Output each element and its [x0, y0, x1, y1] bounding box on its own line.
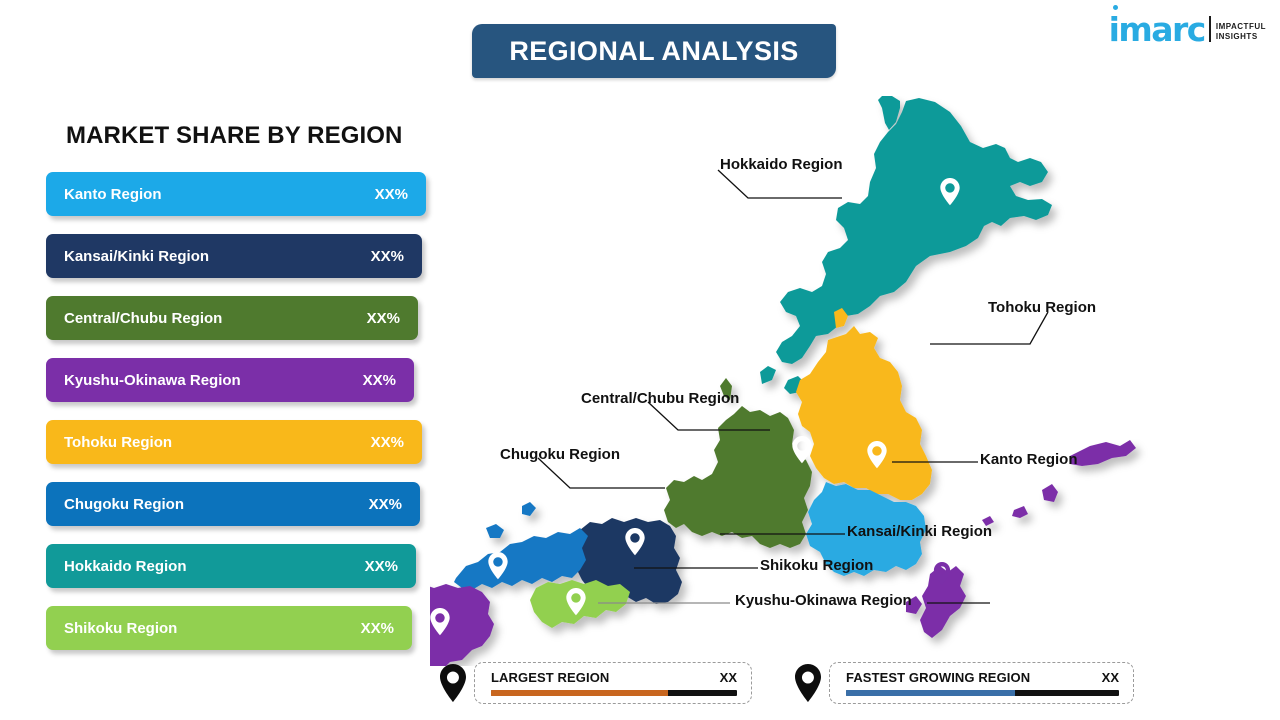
- map-label-central-chubu: Central/Chubu Region: [581, 390, 740, 407]
- progress-fill: [846, 689, 1016, 696]
- logo-wordmark: imarc: [1109, 5, 1206, 46]
- imarc-logo: imarc IMPACTFUL INSIGHTS: [1109, 5, 1266, 46]
- region-kyushu: [430, 584, 494, 666]
- page-title-banner: REGIONAL ANALYSIS: [472, 24, 836, 78]
- legend-row[interactable]: Kanto Region XX%: [46, 172, 426, 216]
- market-share-heading: MARKET SHARE BY REGION: [66, 122, 403, 149]
- region-okinawa: [906, 440, 1136, 638]
- legend-row[interactable]: Central/Chubu Region XX%: [46, 296, 418, 340]
- map-label-kanto: Kanto Region: [980, 451, 1078, 468]
- logo-tagline-line1: IMPACTFUL: [1215, 22, 1266, 32]
- map-label-chugoku: Chugoku Region: [500, 446, 620, 463]
- legend-row-value: XX%: [366, 309, 400, 327]
- leader-tohoku: [930, 311, 1049, 345]
- largest-region-box: LARGEST REGION XX: [474, 662, 752, 704]
- pin-okinawa: [933, 562, 951, 585]
- legend-row-value: XX%: [360, 619, 394, 637]
- legend-row[interactable]: Shikoku Region XX%: [46, 606, 412, 650]
- market-share-legend: Kanto Region XX% Kansai/Kinki Region XX% Cen…: [46, 172, 446, 668]
- japan-map-svg: [430, 96, 1136, 666]
- legend-row[interactable]: Kansai/Kinki Region XX%: [46, 234, 422, 278]
- leader-central-chubu: [647, 401, 770, 431]
- region-hokkaido: [760, 96, 1052, 394]
- legend-row[interactable]: Kyushu-Okinawa Region XX%: [46, 358, 414, 402]
- legend-row-value: XX%: [370, 433, 404, 451]
- map-label-shikoku: Shikoku Region: [760, 557, 874, 574]
- legend-row-label: Tohoku Region: [64, 433, 173, 451]
- fastest-region-value: XX: [1101, 669, 1119, 685]
- region-kanto: [806, 482, 926, 576]
- largest-region-progress: [491, 689, 737, 696]
- leader-lines: [537, 169, 1049, 604]
- legend-row-label: Hokkaido Region: [64, 557, 187, 575]
- legend-row[interactable]: Tohoku Region XX%: [46, 420, 422, 464]
- legend-row-value: XX%: [370, 247, 404, 265]
- legend-row-label: Central/Chubu Region: [64, 309, 223, 327]
- progress-fill: [491, 689, 669, 696]
- logo-divider: [1208, 16, 1211, 43]
- region-chugoku: [454, 502, 588, 590]
- legend-row-label: Chugoku Region: [64, 495, 184, 513]
- page-title: REGIONAL ANALYSIS: [509, 35, 799, 66]
- largest-region-value: XX: [719, 669, 737, 685]
- legend-row-label: Kanto Region: [64, 185, 162, 203]
- logo-tagline: IMPACTFUL INSIGHTS: [1216, 22, 1266, 42]
- pin-tohoku: [908, 326, 928, 354]
- region-central-chubu: [664, 378, 812, 548]
- leader-chugoku: [537, 457, 665, 489]
- map-label-kansai-kinki: Kansai/Kinki Region: [847, 523, 993, 540]
- logo-tagline-line2: INSIGHTS: [1215, 32, 1258, 42]
- largest-region-label: LARGEST REGION: [491, 669, 610, 685]
- legend-row-value: XX%: [368, 495, 402, 513]
- legend-row-label: Kansai/Kinki Region: [64, 247, 210, 265]
- largest-region-badge[interactable]: LARGEST REGION XX: [438, 662, 752, 704]
- map-label-kyushu-okinawa: Kyushu-Okinawa Region: [735, 592, 912, 609]
- legend-row[interactable]: Hokkaido Region XX%: [46, 544, 416, 588]
- region-tohoku: [796, 308, 932, 500]
- logo-text: imarc: [1108, 10, 1207, 49]
- logo-dot-icon: [1112, 5, 1118, 10]
- legend-row-label: Kyushu-Okinawa Region: [64, 371, 241, 389]
- fastest-region-badge[interactable]: FASTEST GROWING REGION XX: [793, 662, 1134, 704]
- fastest-region-label: FASTEST GROWING REGION: [846, 669, 1031, 685]
- map-pins: [430, 178, 960, 636]
- legend-row[interactable]: Chugoku Region XX%: [46, 482, 420, 526]
- location-pin-icon: [440, 664, 466, 702]
- legend-row-value: XX%: [374, 185, 408, 203]
- fastest-region-box: FASTEST GROWING REGION XX: [829, 662, 1134, 704]
- japan-regional-map: Hokkaido Region Tohoku Region Central/Chub…: [430, 96, 1190, 666]
- map-label-hokkaido: Hokkaido Region: [720, 156, 843, 173]
- map-label-tohoku: Tohoku Region: [988, 299, 1097, 316]
- leader-hokkaido: [717, 169, 842, 199]
- legend-row-label: Shikoku Region: [64, 619, 178, 637]
- legend-row-value: XX%: [362, 371, 396, 389]
- fastest-region-progress: [846, 689, 1119, 696]
- legend-row-value: XX%: [364, 557, 398, 575]
- location-pin-icon: [795, 664, 821, 702]
